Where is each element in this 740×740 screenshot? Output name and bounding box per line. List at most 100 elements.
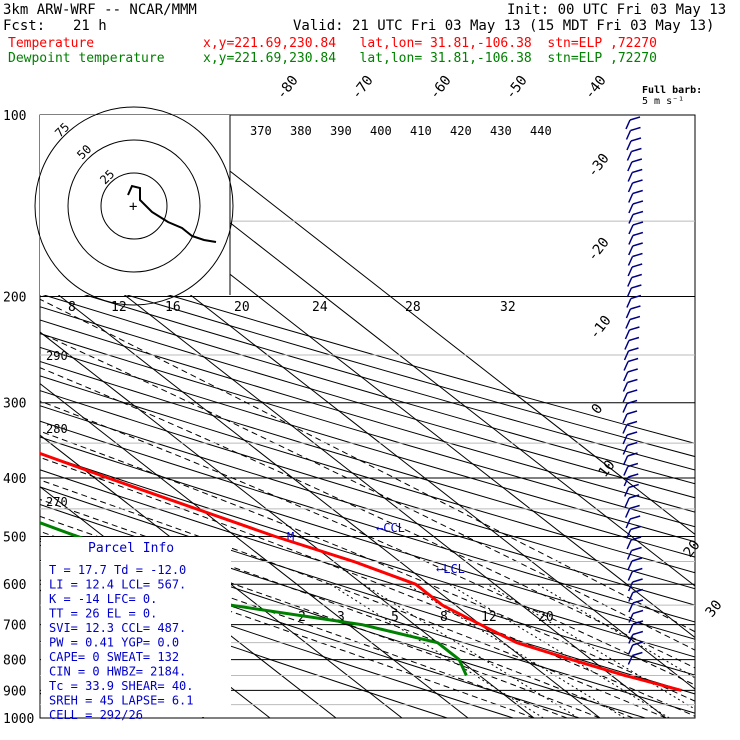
isotherm-line xyxy=(40,228,667,718)
parcel-row: Tc = 33.9 SHEAR= 40. xyxy=(49,679,194,693)
wind-barb xyxy=(628,245,634,256)
wind-barb xyxy=(626,539,632,550)
isotherm-tick-label: 30 xyxy=(703,597,726,620)
wind-barb xyxy=(624,340,630,350)
wind-barb-flag xyxy=(632,179,643,184)
wind-barb-flag xyxy=(627,462,639,468)
parcel-box xyxy=(41,537,231,717)
wind-barb-flag xyxy=(631,546,642,552)
pressure-tick-label: 300 xyxy=(3,397,26,412)
isotherm-tick-label: -30 xyxy=(585,151,613,181)
mixing-ratio-label: 2 xyxy=(298,610,306,625)
theta-tick-label: 370 xyxy=(250,124,272,138)
full-barb-value: 5 m s⁻¹ xyxy=(642,96,684,107)
wind-barb-flag xyxy=(632,578,643,583)
wind-barb xyxy=(628,623,634,634)
pressure-tick-label: 100 xyxy=(3,109,26,124)
wind-barb-flag xyxy=(630,525,641,531)
forecast-hour: 21 h xyxy=(73,18,107,34)
wind-barb-flag xyxy=(627,357,639,363)
isotherm-tick-label: -60 xyxy=(427,73,455,103)
wind-barb xyxy=(625,308,632,319)
pressure-tick-label: 600 xyxy=(3,578,26,593)
pressure-tick-label: 900 xyxy=(3,684,26,699)
wind-barb-flag xyxy=(629,315,641,321)
full-barb-label: Full barb: xyxy=(642,85,702,96)
wind-barb xyxy=(627,182,634,193)
wind-barb xyxy=(622,413,628,424)
theta-tick-label: 390 xyxy=(330,124,352,138)
pressure-tick-label: 800 xyxy=(3,654,26,669)
theta-tick-label: 380 xyxy=(290,124,312,138)
wind-barb xyxy=(627,581,634,592)
ccl-marker: ←CCL xyxy=(376,521,405,535)
wind-barb-flag xyxy=(629,326,640,331)
wind-barb xyxy=(627,571,634,581)
isotherm-tick-label: 10 xyxy=(596,457,619,480)
theta-e-tick-label: 290 xyxy=(46,349,68,363)
mixing-ratio-line xyxy=(486,583,695,710)
speed-ring-label: 24 xyxy=(312,300,328,315)
pressure-tick-label: 400 xyxy=(3,472,26,487)
hodograph-ring xyxy=(34,106,234,306)
wind-barb-flag xyxy=(630,536,642,541)
wind-barb-flag xyxy=(626,389,638,394)
wind-barb xyxy=(628,193,634,203)
wind-barb xyxy=(628,634,634,644)
wind-barb-flag xyxy=(632,189,643,195)
wind-barb xyxy=(628,613,634,623)
wind-barb-flag xyxy=(632,200,644,205)
speed-ring-label: 28 xyxy=(405,300,421,315)
wind-barb xyxy=(622,455,629,466)
wind-barb xyxy=(628,224,634,235)
parcel-row: TT = 26 EL = 0. xyxy=(49,607,157,621)
wind-barb-flag xyxy=(630,305,641,310)
dewpoint-trace xyxy=(40,521,468,677)
parcel-row: LI = 12.4 LCL= 567. xyxy=(49,578,186,592)
moist-adiabat-line xyxy=(40,456,695,717)
wind-barb xyxy=(625,529,632,539)
speed-ring-label: 16 xyxy=(165,300,181,315)
wind-barb xyxy=(622,424,628,434)
hodograph-bg xyxy=(40,115,230,295)
theta-tick-label: 440 xyxy=(530,124,552,138)
wind-barb xyxy=(623,361,629,371)
dewpoint-legend: Dewpoint temperature xyxy=(8,51,165,66)
isotherm-tick-label: -80 xyxy=(274,73,302,103)
valid-time: Valid: 21 UTC Fri 03 May 13 (15 MDT Fri … xyxy=(293,18,715,34)
wind-barb xyxy=(627,161,633,172)
wind-barb-flag xyxy=(631,284,642,289)
wind-barb-flag xyxy=(629,504,640,510)
wind-barb-flag xyxy=(631,147,642,153)
wind-barb-flag xyxy=(628,473,639,478)
parcel-title: Parcel Info xyxy=(88,541,174,556)
isotherm-tick-label: -20 xyxy=(585,235,613,265)
isotherm-tick-label: -70 xyxy=(349,73,377,103)
init-time: Init: 00 UTC Fri 03 May 13 xyxy=(507,2,727,18)
wind-barb-flag xyxy=(628,336,640,342)
mixing-ratio-line xyxy=(329,583,544,718)
isotherm-tick-label: -40 xyxy=(582,73,610,103)
wind-barb xyxy=(625,130,632,140)
isotherm-tick-label: -50 xyxy=(503,73,531,103)
wind-barb xyxy=(627,277,633,287)
model-title: 3km ARW-WRF -- NCAR/MMM xyxy=(3,2,197,18)
theta-tick-label: 410 xyxy=(410,124,432,138)
wind-barb-flag xyxy=(627,378,638,384)
wind-barb-flag xyxy=(632,620,644,625)
hodograph-ring xyxy=(100,172,168,240)
theta-tick-label: 430 xyxy=(490,124,512,138)
temperature-point-info: x,y=221.69,230.84 lat,lon= 31.81,-106.38… xyxy=(203,36,657,51)
mixing-ratio-label: 3 xyxy=(337,610,345,625)
parcel-row: SREH = 45 LAPSE= 6.1 xyxy=(49,694,194,708)
wind-barb-flag xyxy=(632,221,644,226)
wind-barb xyxy=(622,445,628,455)
wind-barb xyxy=(627,172,633,182)
pressure-tick-label: 200 xyxy=(3,291,26,306)
wind-barb xyxy=(622,392,628,403)
hodograph-center: + xyxy=(129,199,137,215)
isotherm-tick-label: 20 xyxy=(681,537,704,560)
wind-barb xyxy=(625,119,631,130)
wind-barb-flag xyxy=(632,252,643,258)
